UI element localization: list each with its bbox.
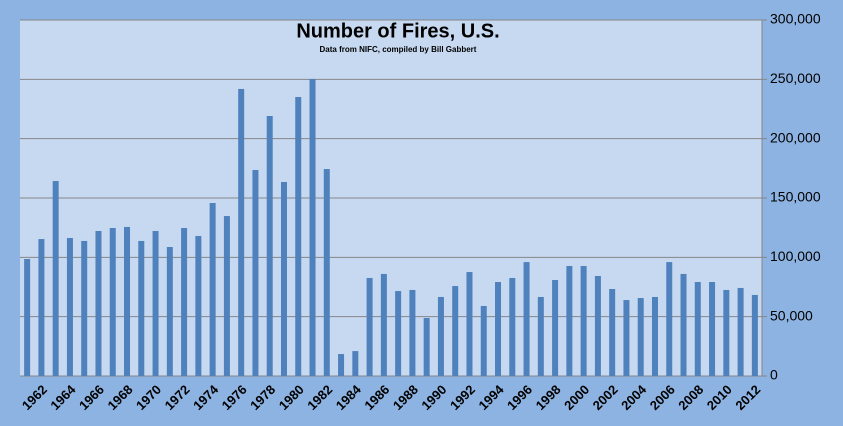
y-tick-label: 150,000 <box>770 189 821 205</box>
bar <box>594 275 601 376</box>
bar <box>552 279 559 376</box>
bar <box>580 265 587 376</box>
bar <box>223 216 230 376</box>
bar <box>694 282 701 376</box>
bar <box>81 240 88 376</box>
bar <box>109 228 116 376</box>
chart-title: Number of Fires, U.S. <box>296 20 499 42</box>
y-tick-label: 250,000 <box>770 70 821 86</box>
bar <box>423 317 430 376</box>
bar <box>609 289 616 376</box>
bar <box>124 226 131 376</box>
y-tick-label: 0 <box>770 367 778 383</box>
bar <box>495 282 502 376</box>
bar <box>252 169 259 376</box>
bar <box>266 116 273 376</box>
bar <box>723 289 730 376</box>
bar <box>24 258 31 376</box>
bar <box>195 235 202 376</box>
bar <box>66 237 73 376</box>
bar <box>352 351 359 376</box>
bar <box>209 202 216 376</box>
bar <box>395 291 402 376</box>
y-tick-label: 300,000 <box>770 11 821 27</box>
bar <box>52 181 59 376</box>
bar <box>466 272 473 376</box>
bar <box>309 78 316 377</box>
bar <box>637 298 644 376</box>
bar <box>566 265 573 376</box>
bar <box>380 273 387 376</box>
bar <box>181 228 188 376</box>
bar <box>623 300 630 376</box>
bar <box>509 277 516 376</box>
bar <box>452 286 459 376</box>
chart-subtitle: Data from NIFC, compiled by Bill Gabbert <box>320 45 477 54</box>
bar <box>680 273 687 376</box>
bar <box>751 294 758 376</box>
y-tick-label: 50,000 <box>770 307 813 323</box>
bar <box>166 247 173 376</box>
y-tick-label: 100,000 <box>770 248 821 264</box>
bar <box>366 277 373 376</box>
bar <box>480 305 487 376</box>
bar <box>38 239 45 376</box>
bar <box>409 289 416 376</box>
bar <box>280 181 287 376</box>
bar <box>437 296 444 376</box>
bar <box>666 262 673 376</box>
bar <box>295 97 302 377</box>
bar <box>709 282 716 376</box>
bar <box>238 88 245 376</box>
bar <box>138 240 145 376</box>
bar <box>651 296 658 376</box>
bar <box>152 230 159 376</box>
bar <box>537 296 544 376</box>
bar <box>523 262 530 376</box>
bar <box>95 230 102 376</box>
bar <box>323 169 330 376</box>
bar <box>338 354 345 376</box>
y-tick-label: 200,000 <box>770 129 821 145</box>
bar <box>737 287 744 376</box>
